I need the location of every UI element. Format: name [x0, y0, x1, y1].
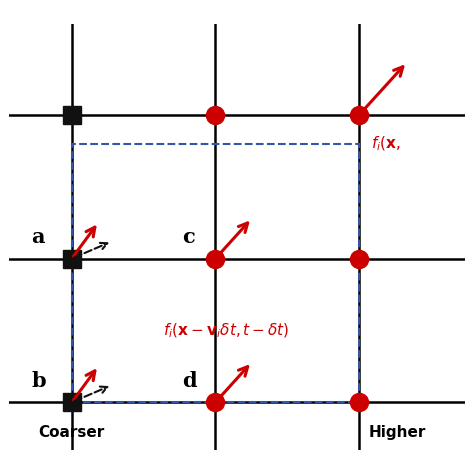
- Text: $f_i(\mathbf{x} - \mathbf{v}_i\delta t, t - \delta t)$: $f_i(\mathbf{x} - \mathbf{v}_i\delta t, …: [163, 321, 289, 339]
- Text: d: d: [182, 371, 197, 391]
- Text: a: a: [31, 228, 45, 247]
- Text: b: b: [31, 371, 46, 391]
- Text: c: c: [182, 228, 195, 247]
- Bar: [72, 144, 359, 402]
- Text: $f_i(\mathbf{x},$: $f_i(\mathbf{x},$: [371, 135, 401, 153]
- Text: Higher: Higher: [369, 425, 426, 440]
- Text: Coarser: Coarser: [38, 425, 105, 440]
